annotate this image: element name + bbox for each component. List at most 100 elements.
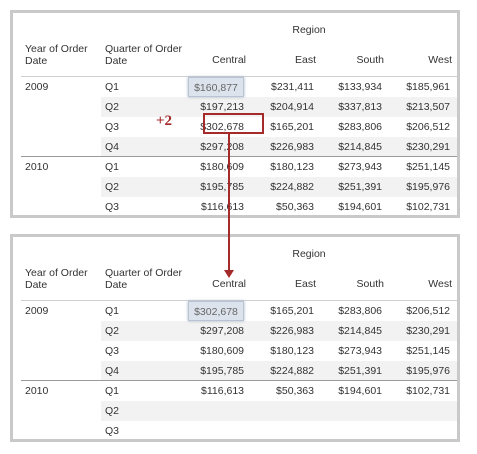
column-header-east: East [294,54,316,66]
quarter-label: Q3 [105,425,120,437]
cell-west[interactable]: $102,731 [406,201,450,213]
selected-cell[interactable]: $302,678 [188,301,244,321]
cell-central[interactable] [174,421,244,441]
cell-east[interactable]: $180,123 [270,345,314,357]
cell-central[interactable]: $195,785 [200,181,244,193]
cell-south[interactable]: $283,806 [338,121,382,133]
bottom-crosstab-panel: Region Year of Order Date Quarter of Ord… [10,234,460,442]
top-crosstab-panel: Region Year of Order Date Quarter of Ord… [10,10,460,218]
year-divider [21,156,457,157]
cell-east[interactable]: $50,363 [276,385,314,397]
quarter-label: Q3 [105,201,120,213]
cell-central[interactable]: $116,613 [200,201,244,213]
cell-central[interactable]: $180,609 [200,161,244,173]
cell-east[interactable] [244,401,314,421]
cell-central[interactable]: $297,208 [200,141,244,153]
cell-west[interactable]: $206,512 [406,121,450,133]
row-stripe [101,361,457,381]
cell-west[interactable] [380,421,450,441]
year-label [25,421,95,441]
cell-south[interactable]: $194,601 [338,201,382,213]
cell-central[interactable]: $197,213 [200,101,244,113]
year-label: 2010 [25,161,49,173]
cell-east[interactable]: $226,983 [270,141,314,153]
year-label [25,117,95,137]
cell-central[interactable]: $297,208 [200,325,244,337]
cell-east[interactable]: $226,983 [270,325,314,337]
cell-south[interactable] [312,401,382,421]
cell-west[interactable]: $195,976 [406,181,450,193]
cell-west[interactable]: $185,961 [406,81,450,93]
cell-west[interactable]: $230,291 [406,141,450,153]
row-stripe [101,177,457,197]
year-divider [21,380,457,381]
cell-east[interactable]: $224,882 [270,181,314,193]
cell-east[interactable]: $204,914 [270,101,314,113]
cell-east[interactable]: $231,411 [270,81,314,93]
cell-south[interactable]: $133,934 [338,81,382,93]
quarter-label: Q1 [105,385,120,397]
column-header-south: South [356,54,384,66]
cell-east[interactable] [244,421,314,441]
cell-east[interactable]: $180,123 [270,161,314,173]
cell-central[interactable]: $195,785 [200,365,244,377]
cell-west[interactable] [380,401,450,421]
highlight-box [203,113,264,134]
quarter-label: Q4 [105,365,120,377]
year-label [25,197,95,217]
quarter-label: Q3 [105,345,120,357]
cell-west[interactable]: $213,507 [406,101,450,113]
quarter-label: Q2 [105,181,120,193]
header-divider [21,300,457,301]
column-header-east: East [294,278,316,290]
quarter-label: Q1 [105,81,120,93]
cell-west[interactable]: $230,291 [406,325,450,337]
cell-west[interactable]: $102,731 [406,385,450,397]
cell-west[interactable]: $251,145 [406,161,450,173]
year-column-header: Year of Order Date [25,43,88,67]
year-label [25,137,95,157]
row-stripe [101,137,457,157]
cell-south[interactable]: $273,943 [338,345,382,357]
cell-east[interactable]: $165,201 [270,121,314,133]
cell-central[interactable]: $302,678 [200,121,244,133]
cell-south[interactable]: $251,391 [338,365,382,377]
cell-south[interactable]: $273,943 [338,161,382,173]
cell-south[interactable]: $214,845 [338,141,382,153]
arrow-down-icon [224,270,234,278]
year-column-header: Year of Order Date [25,267,88,291]
cell-south[interactable]: $283,806 [338,305,382,317]
row-stripe [101,401,457,421]
cell-west[interactable]: $251,145 [406,345,450,357]
year-label: 2009 [25,81,49,93]
quarter-label: Q2 [105,101,120,113]
quarter-label: Q3 [105,121,120,133]
cell-south[interactable]: $251,391 [338,181,382,193]
quarter-column-header: Quarter of Order Date [105,43,183,67]
column-header-central: Central [212,54,246,66]
offset-label: +2 [156,113,173,129]
cell-south[interactable]: $214,845 [338,325,382,337]
quarter-column-header: Quarter of Order Date [105,267,183,291]
selected-cell[interactable]: $160,877 [188,77,244,97]
cell-west[interactable]: $206,512 [406,305,450,317]
cell-central[interactable] [174,401,244,421]
cell-west[interactable]: $195,976 [406,365,450,377]
cell-east[interactable]: $224,882 [270,365,314,377]
year-label [25,97,95,117]
cell-south[interactable]: $194,601 [338,385,382,397]
column-header-south: South [356,278,384,290]
year-label [25,401,95,421]
cell-east[interactable]: $165,201 [270,305,314,317]
arrow-line [228,134,230,270]
column-header-west: West [428,278,452,290]
cell-central[interactable]: $180,609 [200,345,244,357]
cell-south[interactable] [312,421,382,441]
cell-central[interactable]: $116,613 [200,385,244,397]
cell-south[interactable]: $337,813 [338,101,382,113]
column-header-central: Central [212,278,246,290]
row-stripe [101,97,457,117]
column-header-west: West [428,54,452,66]
cell-east[interactable]: $50,363 [276,201,314,213]
year-label [25,361,95,381]
